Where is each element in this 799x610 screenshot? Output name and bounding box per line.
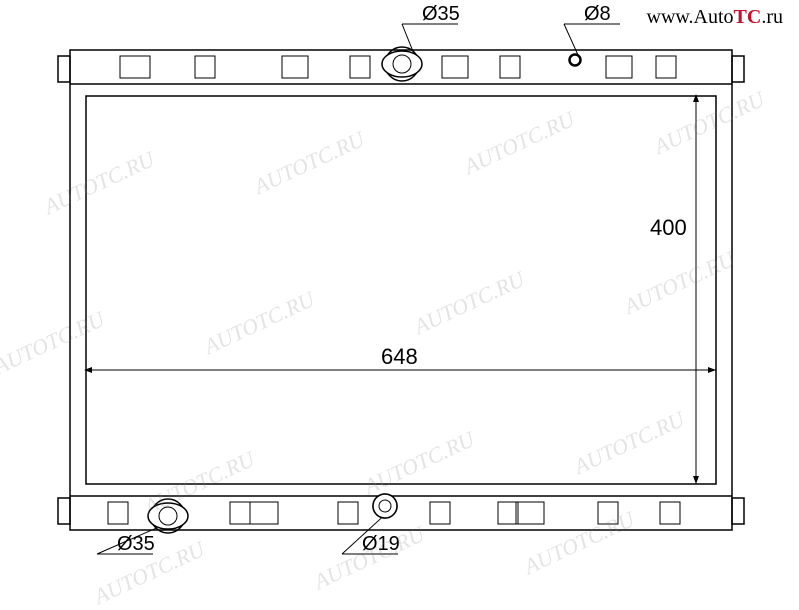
svg-text:648: 648 <box>381 344 418 369</box>
logo-suffix: .ru <box>761 6 783 28</box>
svg-text:Ø8: Ø8 <box>584 3 611 25</box>
svg-text:Ø19: Ø19 <box>362 533 400 555</box>
logo-prefix: www.Auto <box>647 6 734 28</box>
svg-text:Ø35: Ø35 <box>422 3 460 25</box>
technical-drawing: Ø35 Ø8 Ø35 Ø19 648 400 <box>0 0 799 600</box>
svg-text:400: 400 <box>650 215 687 240</box>
logo-tc: TC <box>734 6 762 28</box>
svg-text:Ø35: Ø35 <box>117 533 155 555</box>
site-logo: www.AutoTC.ru <box>647 6 784 29</box>
